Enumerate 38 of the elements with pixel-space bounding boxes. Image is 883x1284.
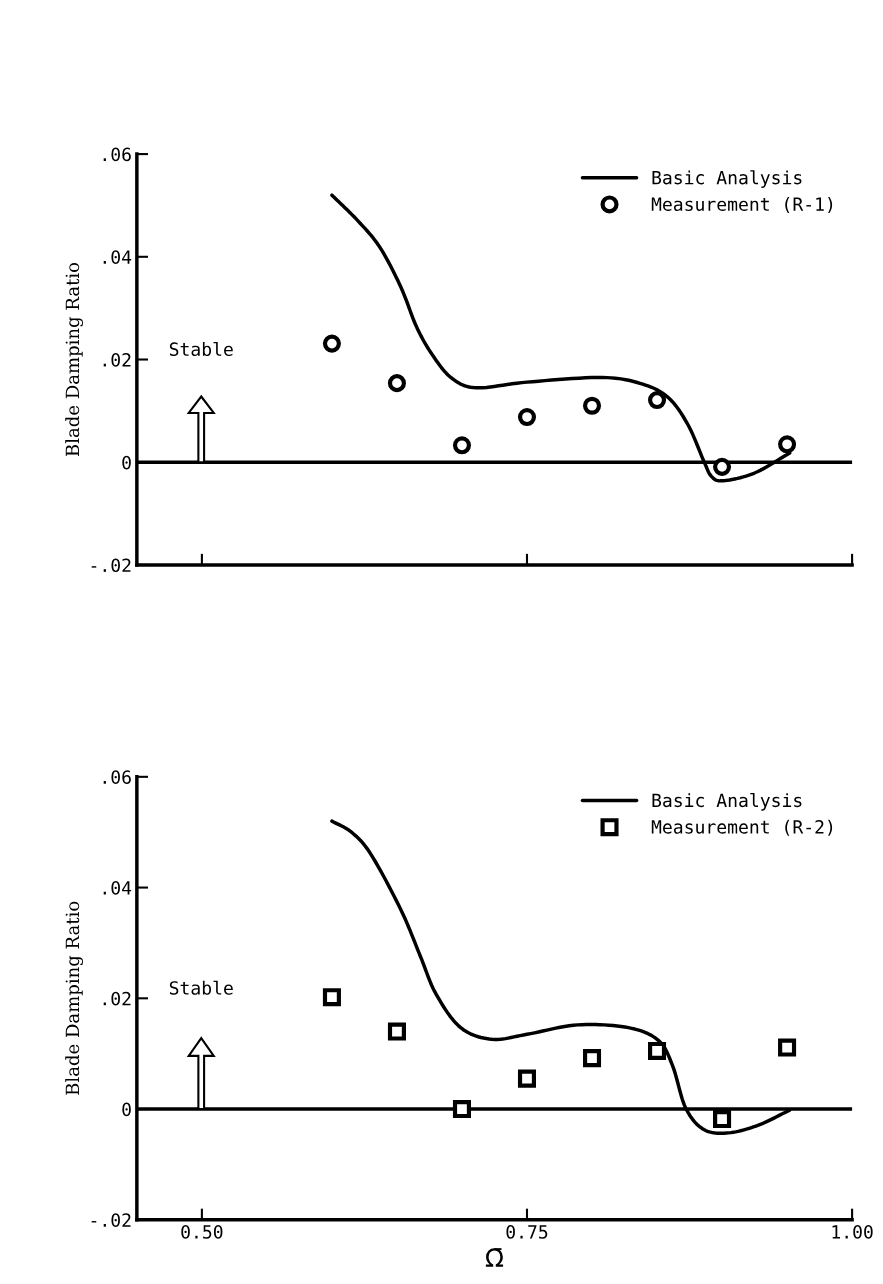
legend-label: Measurement (R-2) <box>651 819 833 836</box>
legend-label: Measurement (R-1) <box>651 197 833 214</box>
legend-label: Basic Analysis <box>652 793 802 811</box>
y-tick-label: .04 <box>103 250 132 264</box>
point <box>452 436 471 455</box>
y-tick-label: .06 <box>103 770 131 784</box>
y-tick-label: 0 <box>122 455 131 470</box>
point <box>648 391 667 410</box>
point <box>452 1100 471 1119</box>
y-tick-label: .06 <box>103 147 131 162</box>
point <box>322 334 341 353</box>
point <box>582 1049 602 1068</box>
x-axis-title: Ω̄ <box>485 1248 504 1267</box>
point <box>713 457 732 476</box>
point <box>387 1022 406 1041</box>
point <box>517 1069 537 1088</box>
legend-label: Basic Analysis <box>652 170 802 188</box>
point <box>322 988 341 1007</box>
x-tick-label: 0.75 <box>506 1225 548 1239</box>
point <box>713 1109 732 1129</box>
annotation: Stable <box>169 341 233 357</box>
point <box>517 408 537 427</box>
y-tick-label: .02 <box>103 353 131 367</box>
y-tick-label: -.02 <box>91 558 131 573</box>
point <box>648 1041 667 1060</box>
y-axis-title: Blade Damping Ratio <box>65 262 83 457</box>
point <box>582 396 602 415</box>
point <box>778 1038 797 1057</box>
y-tick-label: -.02 <box>91 1213 131 1227</box>
y-tick-label: .02 <box>103 991 131 1006</box>
y-axis-title: Blade Damping Ratio <box>65 901 83 1095</box>
y-tick-label: 0 <box>122 1102 131 1117</box>
x-tick-label: 0.50 <box>181 1225 223 1239</box>
x-tick-label: 1.00 <box>832 1225 873 1239</box>
y-tick-label: .04 <box>103 881 132 895</box>
point <box>778 435 797 454</box>
point <box>387 374 406 393</box>
annotation: Stable <box>169 980 233 995</box>
